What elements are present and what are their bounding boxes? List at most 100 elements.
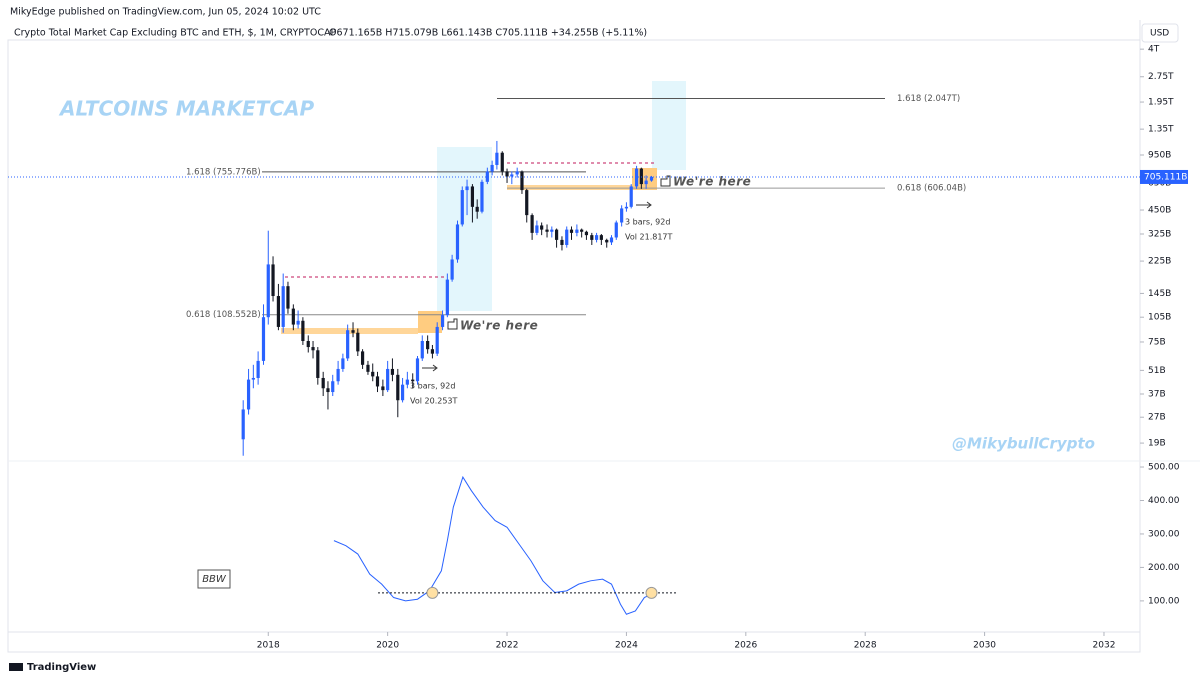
candle-body bbox=[475, 206, 479, 212]
fib-label: 0.618 (606.04B) bbox=[897, 184, 966, 194]
candle-body bbox=[426, 341, 430, 350]
candle-body bbox=[366, 364, 370, 372]
note: Vol 21.817T bbox=[625, 233, 673, 242]
y-tick-label: 105B bbox=[1148, 313, 1171, 323]
candle-body bbox=[634, 168, 639, 187]
y-tick-label: 4T bbox=[1148, 45, 1160, 55]
candle-body bbox=[584, 231, 589, 236]
footer: TradingView bbox=[27, 662, 96, 673]
x-tick-label: 2032 bbox=[1093, 641, 1116, 651]
candle-body bbox=[629, 186, 633, 207]
candle-body bbox=[639, 168, 643, 185]
x-tick-label: 2028 bbox=[854, 641, 877, 651]
candle-body bbox=[644, 180, 648, 185]
y-tick-label: 37B bbox=[1148, 390, 1166, 400]
zone bbox=[507, 185, 632, 190]
y-tick-label: 2.75T bbox=[1148, 72, 1174, 82]
candle-body bbox=[390, 368, 395, 375]
y-tick-label: 1.95T bbox=[1148, 98, 1174, 108]
candle-body bbox=[435, 326, 439, 354]
hand-icon bbox=[660, 175, 671, 187]
currency-box[interactable] bbox=[1141, 23, 1179, 43]
candle-body bbox=[490, 164, 494, 172]
note: 3 bars, 92d bbox=[410, 382, 455, 391]
candle-body bbox=[375, 376, 380, 387]
candle-body bbox=[381, 386, 385, 391]
candle-body bbox=[301, 320, 305, 342]
note: Vol 20.253T bbox=[410, 397, 458, 406]
candle-body bbox=[261, 317, 266, 361]
zone bbox=[281, 328, 418, 334]
x-tick-label: 2022 bbox=[496, 641, 519, 651]
candle-body bbox=[440, 315, 445, 327]
y-tick-label: 27B bbox=[1148, 413, 1166, 423]
y-tick-label: 300.00 bbox=[1148, 529, 1180, 539]
candle-body bbox=[569, 229, 574, 233]
candle-body bbox=[266, 264, 270, 318]
candle-body bbox=[346, 330, 350, 359]
y-tick-label: 145B bbox=[1148, 289, 1171, 299]
candle-body bbox=[535, 225, 539, 233]
candle-body bbox=[550, 229, 554, 232]
candle-body bbox=[505, 171, 509, 177]
candle-body bbox=[594, 235, 599, 240]
candle-body bbox=[620, 208, 624, 223]
last-price-box bbox=[1140, 169, 1188, 184]
candle-body bbox=[525, 190, 529, 216]
fib-label: 0.618 (108.552B) bbox=[186, 310, 261, 320]
candle-body bbox=[386, 368, 390, 391]
candle-body bbox=[540, 225, 544, 230]
candle-body bbox=[510, 174, 514, 177]
candle-body bbox=[336, 368, 340, 382]
bbw-line bbox=[333, 475, 652, 615]
candle-body bbox=[241, 409, 245, 440]
candle-body bbox=[614, 222, 618, 238]
y-tick-label: 950B bbox=[1148, 151, 1171, 161]
candle-body bbox=[291, 308, 295, 325]
note: We're here bbox=[673, 175, 751, 189]
candle-body bbox=[480, 181, 484, 212]
fib-label: 1.618 (2.047T) bbox=[897, 94, 960, 104]
candle-body bbox=[286, 286, 290, 309]
watermark: @MikybullCrypto bbox=[952, 435, 1095, 453]
candle-body bbox=[445, 279, 449, 316]
candle-body bbox=[485, 171, 489, 182]
candle-body bbox=[360, 351, 365, 365]
publisher: MikyEdge published on TradingView.com, J… bbox=[10, 7, 321, 18]
candle-body bbox=[470, 186, 475, 207]
candle-body bbox=[624, 206, 629, 209]
y-tick-label: 100.00 bbox=[1148, 596, 1180, 606]
candle-body bbox=[520, 171, 524, 191]
candle-body bbox=[450, 259, 454, 280]
symbol: Crypto Total Market Cap Excluding BTC an… bbox=[14, 28, 336, 39]
candle-body bbox=[371, 371, 375, 377]
x-tick-label: 2026 bbox=[734, 641, 757, 651]
y-tick-label: 75B bbox=[1148, 337, 1166, 347]
candle-body bbox=[396, 374, 400, 401]
highlight bbox=[645, 586, 658, 599]
chart-title: ALTCOINS MARKETCAP bbox=[58, 97, 315, 121]
y-tick-label: 1.35T bbox=[1148, 125, 1174, 135]
last-price-label: 705.111B bbox=[1144, 172, 1187, 182]
projection-box bbox=[652, 81, 686, 170]
indicator-title: BBW bbox=[202, 574, 227, 585]
candle-body bbox=[405, 379, 409, 385]
candle-body bbox=[455, 224, 460, 260]
candle-body bbox=[281, 286, 285, 327]
candle-body bbox=[430, 349, 435, 354]
candle-body bbox=[530, 215, 534, 233]
candle-body bbox=[465, 186, 469, 191]
candle-body bbox=[251, 377, 255, 380]
candle-body bbox=[590, 235, 594, 240]
candle-body bbox=[256, 360, 260, 378]
candle-body bbox=[306, 341, 310, 348]
candle-body bbox=[321, 377, 325, 389]
candle-body bbox=[271, 264, 275, 297]
y-tick-label: 225B bbox=[1148, 257, 1171, 267]
candle-body bbox=[545, 229, 549, 232]
candle-body bbox=[580, 229, 584, 232]
candle-body bbox=[351, 330, 355, 333]
zone bbox=[632, 168, 657, 190]
